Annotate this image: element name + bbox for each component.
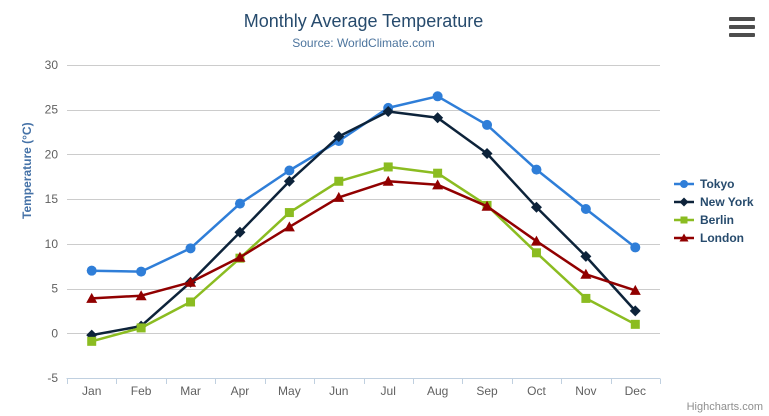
square-marker[interactable] — [581, 293, 591, 303]
square-marker[interactable] — [284, 208, 294, 218]
legend-label: Tokyo — [700, 177, 735, 191]
square-marker[interactable] — [136, 323, 146, 333]
circle-marker[interactable] — [531, 164, 542, 175]
series-line — [90, 165, 637, 343]
triangle-up-marker[interactable] — [135, 290, 147, 301]
legend-label: Berlin — [700, 213, 735, 227]
x-tick-label: Feb — [131, 384, 152, 398]
series-line — [90, 95, 637, 273]
x-tick-label: Jun — [329, 384, 348, 398]
triangle-up-marker[interactable] — [185, 276, 197, 287]
triangle-up-marker[interactable] — [580, 268, 592, 279]
diamond-marker[interactable] — [432, 112, 444, 124]
triangle-up-marker[interactable] — [86, 292, 98, 303]
series-line — [90, 180, 637, 300]
series-london[interactable] — [86, 175, 641, 303]
diamond-marker[interactable] — [530, 201, 542, 213]
circle-marker[interactable] — [284, 165, 295, 176]
x-tick-label: Jul — [381, 384, 396, 398]
circle-marker[interactable] — [86, 265, 97, 276]
circle-marker[interactable] — [136, 266, 147, 277]
triangle-up-legend-icon — [674, 233, 694, 242]
y-tick-label: 10 — [45, 237, 59, 251]
chart-title: Monthly Average Temperature — [243, 11, 484, 31]
y-tick-label: 0 — [51, 326, 58, 340]
triangle-up-marker[interactable] — [234, 251, 246, 262]
legend-label: London — [700, 231, 744, 245]
y-tick-label: 20 — [45, 147, 59, 161]
series-new-york[interactable] — [86, 106, 641, 341]
x-tick-label: Jan — [82, 384, 101, 398]
series-tokyo[interactable] — [86, 91, 641, 277]
x-tick-label: Sep — [476, 384, 498, 398]
circle-marker[interactable] — [630, 242, 641, 253]
legend-item-tokyo[interactable]: Tokyo — [673, 175, 754, 193]
diamond-marker — [679, 197, 689, 207]
triangle-up-marker[interactable] — [530, 235, 542, 246]
triangle-up-marker[interactable] — [333, 191, 345, 202]
triangle-up-marker[interactable] — [629, 284, 641, 295]
legend: Tokyo New York Berlin London — [673, 175, 754, 247]
x-tick-label: Mar — [180, 384, 201, 398]
circle-marker[interactable] — [580, 203, 591, 214]
circle-marker[interactable] — [185, 243, 196, 254]
diamond-marker[interactable] — [629, 305, 641, 317]
square-marker[interactable] — [630, 319, 640, 329]
x-tick-label: Nov — [575, 384, 596, 398]
x-tick-label: Aug — [427, 384, 448, 398]
export-menu-button[interactable] — [729, 17, 755, 37]
series-line — [90, 110, 637, 337]
diamond-legend-icon — [674, 197, 694, 207]
diamond-marker[interactable] — [481, 148, 493, 160]
x-tick-label: Dec — [625, 384, 646, 398]
square-marker[interactable] — [87, 336, 97, 346]
y-tick-label: 25 — [45, 103, 59, 117]
diamond-marker[interactable] — [283, 175, 295, 187]
circle-marker[interactable] — [482, 119, 493, 130]
legend-item-london[interactable]: London — [673, 229, 754, 247]
triangle-up-marker[interactable] — [382, 175, 394, 186]
y-tick-label: 30 — [45, 58, 59, 72]
circle-marker — [680, 180, 688, 188]
x-tick-label: Oct — [527, 384, 546, 398]
square-marker[interactable] — [186, 297, 196, 307]
diamond-marker[interactable] — [333, 131, 345, 143]
legend-item-berlin[interactable]: Berlin — [673, 211, 754, 229]
x-tick-label: Apr — [231, 384, 250, 398]
circle-legend-icon — [674, 180, 694, 188]
square-legend-icon — [674, 216, 694, 224]
triangle-up-marker[interactable] — [432, 179, 444, 190]
square-marker[interactable] — [531, 248, 541, 258]
triangle-up-marker[interactable] — [283, 221, 295, 232]
hamburger-menu-icon — [729, 17, 755, 21]
square-marker[interactable] — [334, 176, 344, 186]
legend-label: New York — [700, 195, 754, 209]
triangle-up-marker[interactable] — [481, 200, 493, 211]
x-tick-label: May — [278, 384, 301, 398]
square-marker[interactable] — [383, 162, 393, 172]
triangle-up-marker — [679, 233, 689, 242]
y-tick-label: -5 — [47, 371, 58, 385]
credits-link[interactable]: Highcharts.com — [686, 401, 763, 413]
diamond-marker[interactable] — [580, 250, 592, 262]
y-tick-label: 5 — [51, 282, 58, 296]
y-tick-label: 15 — [45, 192, 59, 206]
diamond-marker[interactable] — [382, 106, 394, 118]
circle-marker[interactable] — [432, 91, 443, 102]
chart-subtitle: Source: WorldClimate.com — [292, 36, 435, 50]
diamond-marker[interactable] — [234, 226, 246, 238]
legend-item-new-york[interactable]: New York — [673, 193, 754, 211]
square-marker — [680, 216, 688, 224]
circle-marker[interactable] — [234, 198, 245, 209]
square-marker[interactable] — [433, 168, 443, 178]
